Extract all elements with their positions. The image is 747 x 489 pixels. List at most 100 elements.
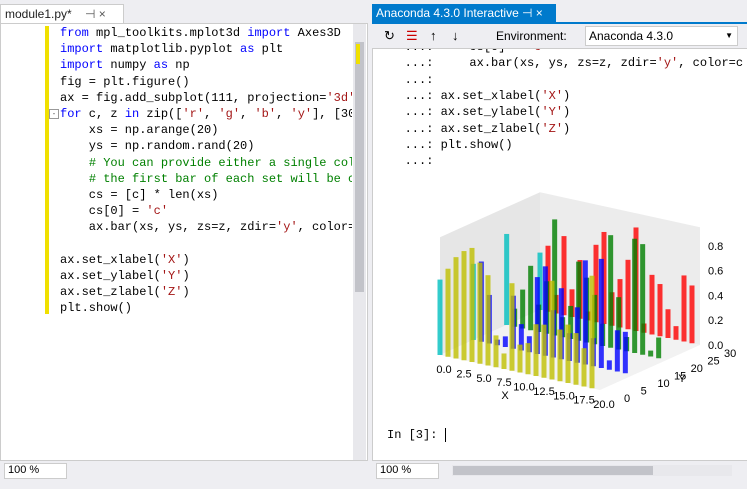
env-value: Anaconda 4.3.0 — [589, 29, 674, 43]
toolbar: ↻ ☰ ↑ ↓ Environment: Anaconda 4.3.0 ▼ — [372, 24, 747, 48]
scroll-thumb[interactable] — [355, 42, 364, 292]
bar-shape — [593, 244, 599, 323]
zoom-box[interactable]: 100 % — [4, 463, 67, 479]
x-tick-label: 15.0 — [553, 390, 574, 402]
bar-shape — [601, 231, 607, 324]
code-line: ax.bar(xs, ys, zs=z, zdir='y', color=cs — [60, 220, 352, 235]
editor-status: 100 % — [0, 461, 366, 481]
bar-shape — [582, 260, 588, 365]
z-tick-label: 0.4 — [708, 290, 723, 302]
bar-shape — [649, 274, 655, 335]
bar-shape — [493, 335, 499, 368]
pin-icon[interactable]: ⊣ × — [85, 7, 106, 21]
change-mark — [356, 44, 360, 64]
y-tick-label: 30 — [724, 348, 736, 360]
code-line: import numpy as np — [60, 58, 190, 73]
x-tick-label: 7.5 — [496, 377, 511, 389]
bar-shape — [545, 245, 551, 312]
bar-shape — [616, 297, 622, 350]
code-line: # You can provide either a single colo — [88, 155, 352, 170]
repl-lines: ...: cs[0] = 'c' ...: ax.bar(xs, ys, zs=… — [383, 49, 743, 169]
z-tick-label: 0.6 — [708, 266, 723, 278]
code-line: import matplotlib.pyplot as plt — [60, 42, 284, 57]
bar-shape — [485, 275, 491, 366]
bar-shape — [569, 289, 575, 317]
bar-shape — [541, 324, 547, 378]
bar-shape — [608, 235, 614, 348]
bar-shape — [534, 277, 540, 354]
bar-shape — [517, 344, 523, 373]
bar-shape — [689, 285, 695, 344]
code-line: ax.set_ylabel('Y') — [60, 269, 190, 283]
code-lines: from mpl_toolkits.mplot3d import Axes3D i… — [60, 25, 352, 325]
env-label: Environment: — [496, 29, 567, 43]
code-line: plt.show() — [60, 301, 133, 316]
plot-image: 0.0 2.5 5.0 7.5 10.012.515.017.520.0 05 10 15 20… — [436, 192, 736, 411]
y-tick-label: 15 — [674, 371, 686, 383]
bar-shape — [558, 288, 564, 360]
y-tick-label: 20 — [691, 363, 703, 375]
repl-line: ...: ax.set_xlabel('X') — [383, 88, 571, 103]
bar-shape — [673, 326, 679, 340]
bar-shape — [533, 324, 539, 376]
code-line: ys = np.random.rand(20) — [60, 139, 255, 154]
x-tick-label: 10.0 — [513, 382, 534, 394]
repl-line: ...: cs[0] = 'c' — [383, 49, 549, 55]
y-axis-label: Y — [678, 373, 686, 385]
bar-shape — [576, 261, 582, 341]
code-line: ax.set_xlabel('X') — [60, 252, 190, 267]
bar-shape — [453, 257, 459, 359]
scrollbar[interactable] — [353, 24, 366, 460]
bar-shape — [437, 279, 443, 355]
y-tick-label: 25 — [707, 356, 719, 368]
z-tick-label: 0.0 — [708, 340, 723, 352]
y-tick-label: 10 — [657, 378, 669, 390]
collapse-box[interactable]: - — [49, 109, 59, 119]
down-button[interactable]: ↓ — [452, 28, 459, 43]
repl-line: ...: — [383, 154, 434, 169]
code-line: ax = fig.add_subplot(111, projection='3d… — [60, 90, 352, 105]
bar-shape — [565, 324, 571, 383]
editor-tab[interactable]: module1.py* ⊣ × — [0, 4, 124, 24]
bar-shape — [681, 275, 687, 342]
code-line: ax.set_zlabel('Z') — [60, 285, 190, 300]
bar-shape — [665, 309, 671, 338]
bar-shape — [657, 284, 663, 337]
bar-shape — [520, 289, 526, 329]
repl-output[interactable]: ...: cs[0] = 'c' ...: ax.bar(xs, ys, zs=… — [372, 48, 747, 461]
bar-shape — [501, 353, 507, 369]
bar-shape — [552, 219, 558, 336]
y-tick-label: 0 — [624, 393, 630, 405]
x-tick-label: 17.5 — [573, 395, 594, 407]
clear-button[interactable]: ☰ — [406, 28, 418, 43]
y-tick-label: 5 — [641, 386, 647, 398]
code-editor[interactable]: - from mpl_toolkits.mplot3d import Axes3… — [0, 23, 368, 461]
env-dropdown[interactable]: Anaconda 4.3.0 ▼ — [585, 26, 738, 46]
bar-shape — [632, 238, 638, 353]
bar-shape — [461, 251, 467, 361]
x-axis-label: X — [501, 390, 509, 402]
x-tick-label: 0.0 — [436, 364, 451, 376]
x-tick-label: 20.0 — [593, 399, 614, 411]
bar-shape — [477, 262, 483, 364]
repl-line: ...: plt.show() — [383, 137, 513, 152]
up-button[interactable]: ↑ — [430, 28, 437, 43]
h-scrollbar[interactable] — [452, 465, 732, 476]
change-margin — [45, 26, 49, 314]
reset-button[interactable]: ↻ — [384, 28, 395, 43]
code-line: cs = [c] * len(xs) — [60, 188, 219, 202]
z-tick-label: 0.8 — [708, 241, 723, 253]
repl-line: ...: ax.set_zlabel('Z') — [383, 121, 571, 136]
bar-shape — [598, 258, 604, 368]
zoom-box[interactable]: 100 % — [376, 463, 439, 479]
bar-shape — [614, 330, 620, 372]
interactive-tab[interactable]: Anaconda 4.3.0 Interactive ⊣ × — [372, 4, 556, 22]
pin-icon[interactable]: ⊣ × — [522, 6, 543, 20]
repl-line: ...: — [383, 72, 434, 87]
z-tick-label: 0.2 — [708, 315, 723, 327]
bar-shape — [557, 329, 563, 382]
bar-shape — [656, 337, 662, 359]
code-line: cs[0] = 'c' — [60, 204, 169, 219]
bar-shape — [509, 283, 515, 371]
